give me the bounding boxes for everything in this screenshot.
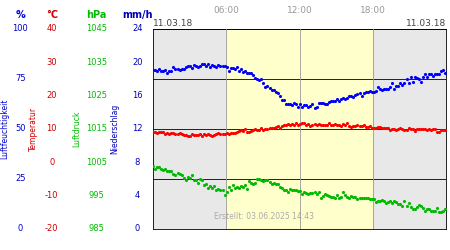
Text: %: % bbox=[15, 10, 25, 20]
Bar bbox=[226, 29, 373, 229]
Text: °C: °C bbox=[46, 10, 58, 20]
Text: 25: 25 bbox=[15, 174, 26, 183]
Text: mm/h: mm/h bbox=[122, 10, 153, 20]
Text: Luftfeuchtigkeit: Luftfeuchtigkeit bbox=[0, 98, 9, 159]
Text: -20: -20 bbox=[45, 224, 58, 233]
Text: 40: 40 bbox=[46, 24, 57, 33]
Text: 1045: 1045 bbox=[86, 24, 107, 33]
Text: 12: 12 bbox=[132, 124, 143, 133]
Text: Temperatur: Temperatur bbox=[29, 107, 38, 151]
Text: 0: 0 bbox=[18, 224, 23, 233]
Text: 16: 16 bbox=[132, 91, 143, 100]
Text: 30: 30 bbox=[46, 58, 57, 66]
Text: 11.03.18: 11.03.18 bbox=[406, 19, 446, 28]
Bar bbox=[373, 29, 446, 229]
Text: 1005: 1005 bbox=[86, 158, 107, 166]
Text: 24: 24 bbox=[132, 24, 143, 33]
Text: Niederschlag: Niederschlag bbox=[110, 104, 119, 154]
Text: 06:00: 06:00 bbox=[213, 6, 239, 15]
Text: Luftdruck: Luftdruck bbox=[72, 110, 81, 147]
Text: Erstellt: 03.06.2025 14:43: Erstellt: 03.06.2025 14:43 bbox=[215, 212, 315, 221]
Text: 8: 8 bbox=[135, 158, 140, 166]
Text: 11.03.18: 11.03.18 bbox=[153, 19, 193, 28]
Text: 75: 75 bbox=[15, 74, 26, 83]
Text: 10: 10 bbox=[46, 124, 57, 133]
Text: 1025: 1025 bbox=[86, 91, 107, 100]
Bar bbox=[153, 29, 226, 229]
Text: 4: 4 bbox=[135, 191, 140, 200]
Text: hPa: hPa bbox=[86, 10, 107, 20]
Text: -10: -10 bbox=[45, 191, 58, 200]
Text: 1035: 1035 bbox=[86, 58, 107, 66]
Text: 20: 20 bbox=[132, 58, 143, 66]
Text: 985: 985 bbox=[89, 224, 105, 233]
Text: 100: 100 bbox=[13, 24, 28, 33]
Text: 0: 0 bbox=[49, 158, 54, 166]
Text: 0: 0 bbox=[135, 224, 140, 233]
Text: 12:00: 12:00 bbox=[287, 6, 313, 15]
Text: 50: 50 bbox=[15, 124, 26, 133]
Text: 995: 995 bbox=[89, 191, 104, 200]
Text: 1015: 1015 bbox=[86, 124, 107, 133]
Text: 18:00: 18:00 bbox=[360, 6, 386, 15]
Text: 20: 20 bbox=[46, 91, 57, 100]
